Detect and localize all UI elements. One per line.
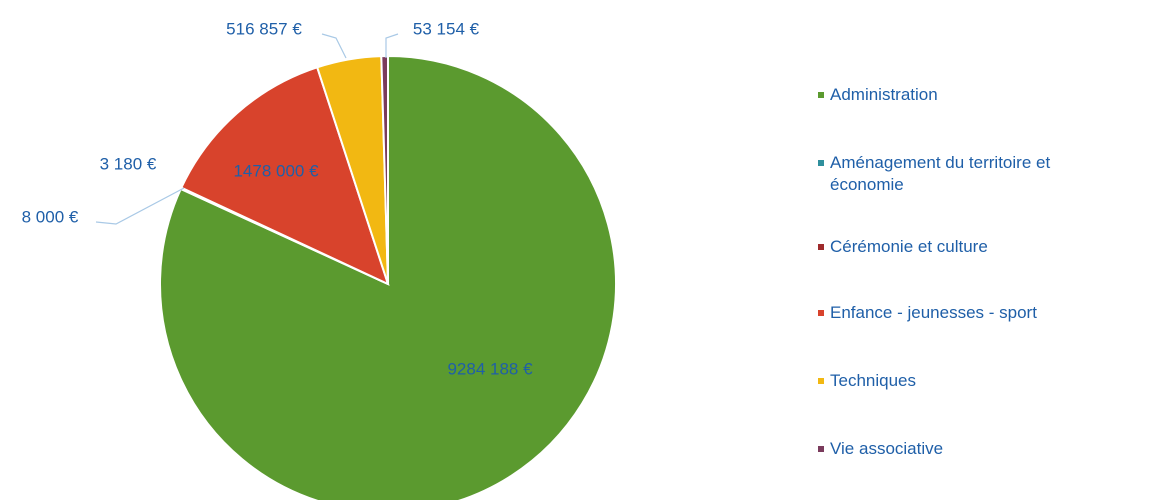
legend-item: Cérémonie et culture	[818, 236, 1148, 258]
legend-swatch	[818, 446, 824, 452]
legend-swatch	[818, 310, 824, 316]
legend-item: Administration	[818, 84, 1148, 106]
data-label: 516 857 €	[226, 19, 302, 38]
data-label: 3 180 €	[100, 154, 157, 173]
legend-swatch	[818, 244, 824, 250]
pie-slice	[380, 54, 389, 285]
legend-label: Aménagement du territoire et économie	[830, 153, 1051, 194]
legend-swatch	[818, 378, 824, 384]
data-label: 53 154 €	[413, 19, 480, 38]
legend-label: Enfance - jeunesses - sport	[830, 303, 1037, 322]
leader-line	[321, 33, 347, 59]
legend-item: Aménagement du territoire et économie	[818, 152, 1148, 196]
leader-line	[95, 187, 185, 225]
leader-line	[385, 33, 399, 58]
pie-slice	[159, 54, 617, 500]
legend-swatch	[818, 160, 824, 166]
legend-swatch	[818, 92, 824, 98]
data-label: 9284 188 €	[447, 359, 533, 378]
legend-label: Techniques	[830, 371, 917, 390]
legend-item: Techniques	[818, 370, 1148, 392]
legend-label: Administration	[830, 85, 938, 104]
pie-slice	[180, 66, 390, 286]
legend-item: Vie associative	[818, 438, 1148, 460]
legend-item: Enfance - jeunesses - sport	[818, 302, 1148, 324]
data-label: 1478 000 €	[233, 161, 319, 180]
data-label: 8 000 €	[22, 207, 79, 226]
legend-label: Cérémonie et culture	[830, 237, 988, 256]
legend-label: Vie associative	[830, 439, 944, 458]
